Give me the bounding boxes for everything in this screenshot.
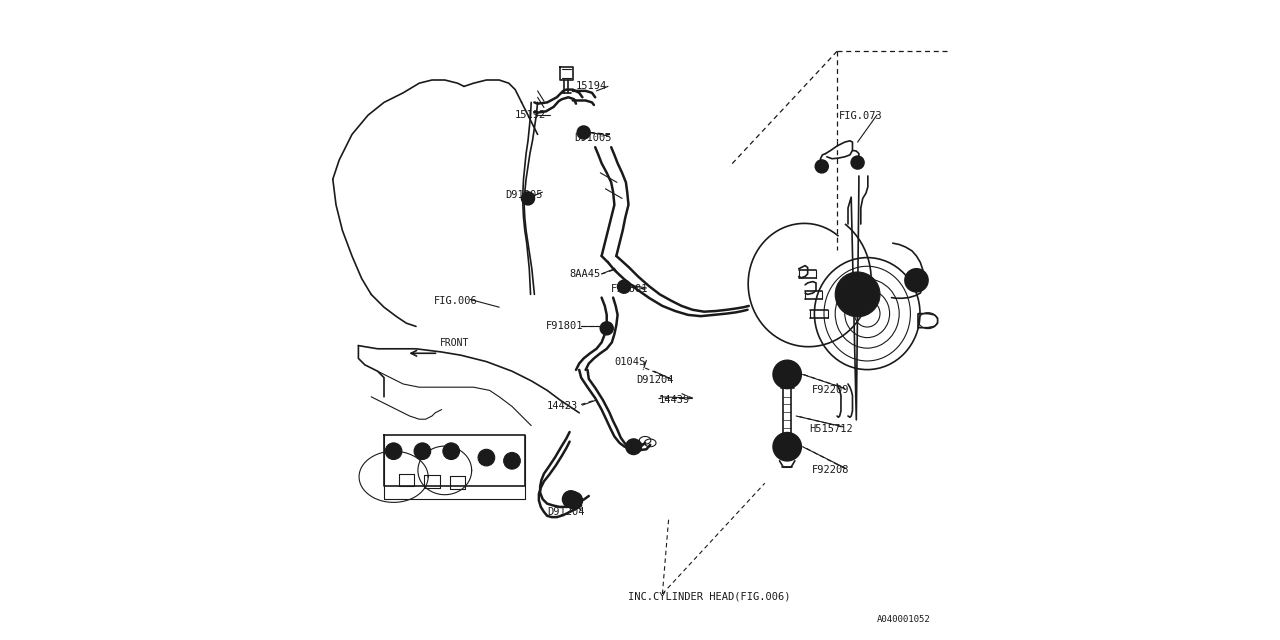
Circle shape <box>815 160 828 173</box>
Circle shape <box>390 447 397 455</box>
Text: FIG.006: FIG.006 <box>434 296 477 306</box>
Text: 8AA45: 8AA45 <box>570 269 600 279</box>
Text: H515712: H515712 <box>809 424 852 434</box>
Circle shape <box>849 285 868 304</box>
Text: 14439: 14439 <box>659 395 690 405</box>
Text: F92209: F92209 <box>812 385 849 396</box>
Text: F91801: F91801 <box>612 284 649 294</box>
Text: FIG.073: FIG.073 <box>838 111 882 122</box>
Circle shape <box>483 454 490 461</box>
Circle shape <box>835 272 881 317</box>
Circle shape <box>415 443 430 460</box>
Text: A040001052: A040001052 <box>877 615 931 624</box>
Circle shape <box>479 449 495 466</box>
Text: 0104S: 0104S <box>614 356 645 367</box>
Text: D91204: D91204 <box>548 507 585 517</box>
Circle shape <box>618 280 630 293</box>
Text: F92208: F92208 <box>812 465 849 476</box>
Circle shape <box>566 492 582 509</box>
Circle shape <box>773 433 801 461</box>
Circle shape <box>448 447 456 455</box>
Circle shape <box>773 360 801 388</box>
Text: INC.CYLINDER HEAD(FIG.006): INC.CYLINDER HEAD(FIG.006) <box>628 591 791 602</box>
Circle shape <box>905 269 928 292</box>
Circle shape <box>577 126 590 139</box>
Circle shape <box>419 447 426 455</box>
Circle shape <box>522 192 535 205</box>
Circle shape <box>851 156 864 169</box>
Text: F91801: F91801 <box>545 321 584 332</box>
Text: D91005: D91005 <box>575 132 612 143</box>
Text: 15192: 15192 <box>516 110 547 120</box>
Text: 15194: 15194 <box>576 81 607 92</box>
Circle shape <box>626 439 641 454</box>
Circle shape <box>781 368 794 381</box>
Circle shape <box>600 322 613 335</box>
Circle shape <box>443 443 460 460</box>
Circle shape <box>567 495 575 503</box>
Circle shape <box>504 452 521 469</box>
Circle shape <box>781 440 794 453</box>
Text: D91005: D91005 <box>506 190 543 200</box>
Text: 14423: 14423 <box>548 401 579 412</box>
Text: FRONT: FRONT <box>440 338 468 348</box>
Circle shape <box>911 275 922 285</box>
Circle shape <box>508 457 516 465</box>
Text: D91204: D91204 <box>636 375 673 385</box>
Circle shape <box>563 491 580 508</box>
Circle shape <box>385 443 402 460</box>
